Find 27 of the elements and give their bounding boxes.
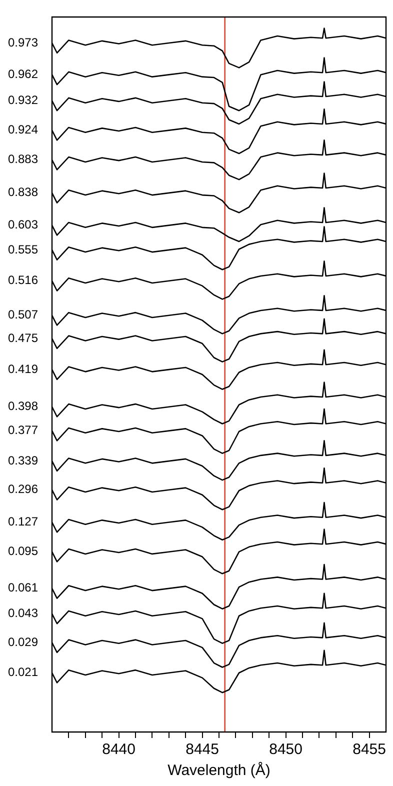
series-label: 0.838 (8, 185, 38, 200)
series-label: 0.555 (8, 242, 38, 256)
series-label: 0.296 (8, 482, 38, 496)
series-label: 0.973 (8, 35, 38, 50)
series-label: 0.507 (8, 308, 38, 322)
series-label: 0.061 (8, 580, 38, 595)
series-label: 0.021 (8, 665, 38, 680)
x-tick-label: 8450 (269, 741, 302, 758)
series-label: 0.883 (8, 152, 38, 166)
x-axis-title: Wavelength (Å) (168, 761, 270, 780)
series-label: 0.043 (8, 606, 38, 620)
series-label: 0.603 (8, 218, 38, 232)
series-label: 0.924 (8, 122, 38, 137)
series-label: 0.127 (8, 514, 38, 529)
x-tick-label: 8455 (352, 741, 386, 758)
x-tick-label: 8440 (102, 741, 136, 758)
series-label: 0.419 (8, 362, 38, 376)
series-label: 0.339 (8, 453, 38, 468)
series-label: 0.398 (8, 399, 38, 414)
series-label: 0.377 (8, 423, 38, 438)
series-label: 0.029 (8, 634, 38, 649)
series-label: 0.932 (8, 93, 38, 108)
series-label: 0.516 (8, 273, 38, 288)
x-tick-label: 8445 (186, 741, 219, 758)
series-label: 0.095 (8, 544, 38, 558)
series-label: 0.962 (8, 67, 38, 82)
series-label: 0.475 (8, 330, 38, 345)
